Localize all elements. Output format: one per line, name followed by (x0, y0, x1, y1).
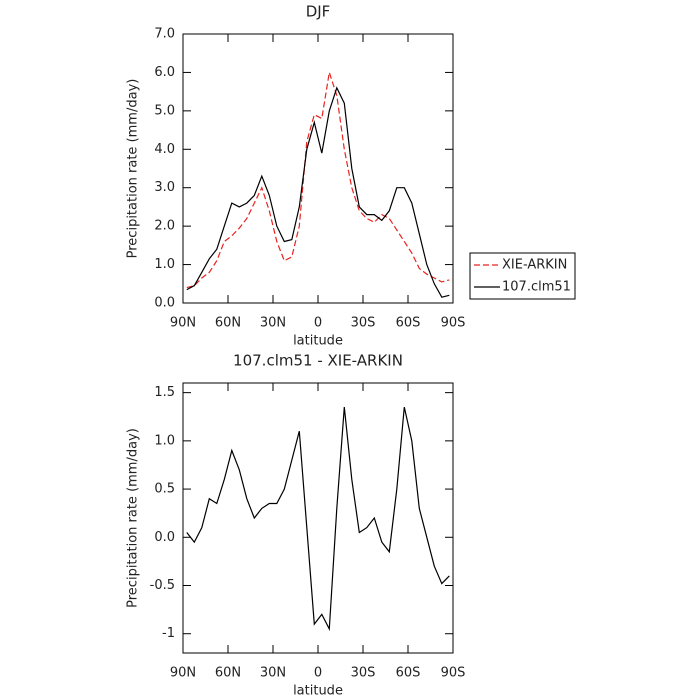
x-tick-label: 90N (170, 316, 196, 331)
x-axis-label: latitude (293, 334, 343, 349)
legend-label: XIE-ARKIN (502, 258, 567, 273)
x-tick-label: 0 (314, 666, 322, 681)
legend-label: 107.clm51 (502, 280, 571, 295)
x-tick-label: 60N (215, 316, 241, 331)
y-tick-label: 1.5 (154, 385, 175, 400)
y-tick-label: 3.0 (154, 180, 175, 195)
x-tick-label: 30N (260, 316, 286, 331)
y-axis-label: Precipitation rate (mm/day) (126, 428, 141, 608)
x-tick-label: 60S (396, 316, 421, 331)
y-tick-label: 6.0 (154, 65, 175, 80)
chart-title: 107.clm51 - XIE-ARKIN (233, 352, 403, 370)
chart-title: DJF (306, 3, 331, 21)
x-axis-label: latitude (293, 684, 343, 699)
data-line (186, 86, 450, 298)
x-tick-label: 30S (351, 316, 376, 331)
y-tick-label: 0.0 (154, 530, 175, 545)
x-tick-label: 60N (215, 666, 241, 681)
y-tick-label: -0.5 (150, 578, 175, 593)
legend-box (469, 252, 576, 300)
x-tick-label: 90N (170, 666, 196, 681)
x-tick-label: 0 (314, 316, 322, 331)
x-tick-label: 60S (396, 666, 421, 681)
plot-frame (182, 382, 454, 654)
x-tick-label: 90S (441, 316, 466, 331)
y-tick-label: 0.5 (154, 482, 175, 497)
y-axis-label: Precipitation rate (mm/day) (126, 79, 141, 259)
y-tick-label: 1.0 (154, 433, 175, 448)
data-line (186, 72, 450, 289)
y-tick-label: -1 (162, 626, 175, 641)
y-tick-label: 4.0 (154, 142, 175, 157)
x-tick-label: 90S (441, 666, 466, 681)
y-tick-label: 7.0 (154, 27, 175, 42)
x-tick-label: 30S (351, 666, 376, 681)
y-tick-label: 0.0 (154, 296, 175, 311)
y-tick-label: 2.0 (154, 219, 175, 234)
data-line (186, 406, 450, 632)
y-tick-label: 5.0 (154, 103, 175, 118)
plot-frame (182, 33, 454, 304)
x-tick-label: 30N (260, 666, 286, 681)
y-tick-label: 1.0 (154, 257, 175, 272)
